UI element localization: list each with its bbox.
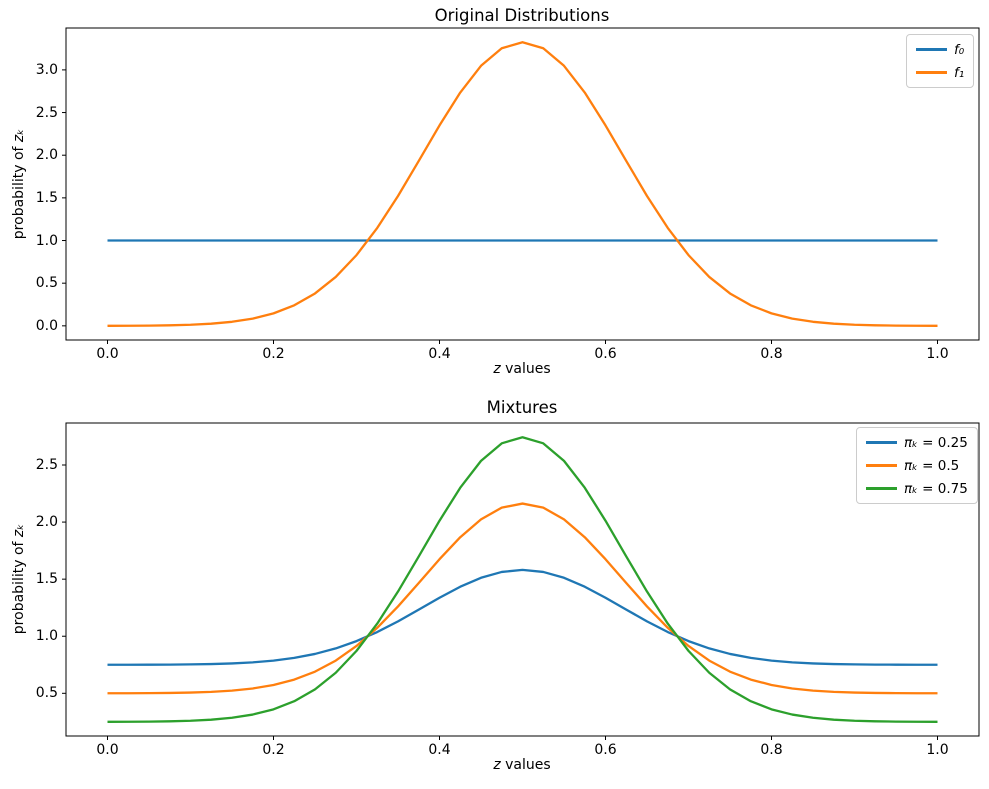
chart1-legend-label-var: f₀: [954, 41, 965, 58]
chart2-line-series-3: [107, 436, 938, 723]
chart1-legend-label: f₀: [954, 42, 964, 58]
chart2-title: Mixtures: [486, 398, 558, 417]
chart2-line-series-2: [107, 502, 938, 695]
chart2-x-tick-label: 0.6: [594, 742, 617, 758]
chart2-legend-item: πₖ = 0.75: [866, 479, 968, 498]
chart1-y-tick-label: 1.5: [35, 189, 58, 206]
chart1-line-series-2: [107, 41, 938, 327]
chart1-plot-background: [66, 28, 979, 340]
chart2-x-tick-label: 0.0: [96, 742, 119, 758]
chart1-x-axis-label-var: z: [493, 361, 501, 377]
chart1-legend-item: f₀: [916, 40, 964, 59]
chart2-x-axis-label-var: z: [493, 757, 501, 773]
chart1-x-tick-label: 0.2: [262, 346, 285, 362]
chart2-legend-label-var: πₖ: [904, 434, 918, 451]
chart2-y-tick-label: 2.5: [35, 457, 58, 473]
chart1-legend-item: f₁: [916, 63, 964, 82]
chart1-x-axis-label-rest: values: [500, 361, 551, 377]
chart2-y-axis-label: probability of zₖ: [11, 524, 27, 634]
chart2-legend-item: πₖ = 0.25: [866, 433, 968, 452]
chart2-legend-label-var: πₖ: [904, 480, 918, 497]
chart2-legend-line-swatch: [866, 464, 897, 467]
chart2-legend-label-rest: = 0.5: [917, 457, 960, 474]
chart2-x-axis-label: z values: [493, 757, 550, 773]
chart1-x-tick-label: 0.4: [428, 346, 451, 362]
chart2-legend: πₖ = 0.25 πₖ = 0.5 πₖ = 0.75: [856, 427, 978, 504]
chart1-legend-label: f₁: [954, 65, 964, 81]
chart1-title: Original Distributions: [434, 6, 610, 25]
chart2-y-tick-label: 1.0: [35, 628, 58, 645]
chart2-legend-label-var: πₖ: [904, 457, 918, 474]
chart1-y-axis-label-var: zₖ: [11, 128, 27, 143]
chart2-y-axis-label-prefix: probability of: [11, 537, 27, 635]
chart1-x-axis-label: z values: [493, 361, 550, 377]
chart2-plot-background: [66, 423, 979, 736]
chart1-y-tick-label: 1.0: [35, 232, 58, 249]
chart2-line-series-1: [107, 568, 938, 666]
chart1-x-tick-label: 0.8: [760, 346, 783, 362]
chart2-legend-label-rest: = 0.25: [917, 434, 968, 451]
chart1-legend-line-swatch: [916, 48, 947, 51]
chart1-axes-frame: [65, 27, 980, 341]
chart1-y-axis-label-prefix: probability of: [11, 142, 27, 240]
chart2-legend-line-swatch: [866, 441, 897, 444]
chart2-legend-label: πₖ = 0.5: [904, 458, 959, 474]
chart1-y-tick-label: 2.5: [35, 104, 58, 121]
chart2-y-tick-label: 2.0: [35, 514, 58, 531]
chart1-y-tick-label: 0.0: [35, 317, 58, 334]
chart2-x-tick-label: 1.0: [926, 742, 949, 758]
chart2-x-tick-label: 0.2: [262, 742, 285, 758]
chart1-legend: f₀ f₁: [906, 34, 975, 88]
chart2-legend-line-swatch: [866, 487, 897, 490]
chart1-y-tick-label: 3.0: [35, 61, 58, 78]
chart1-x-tick-label: 0.6: [594, 346, 617, 362]
chart1-x-tick-label: 1.0: [926, 346, 949, 362]
chart2-x-axis-label-rest: values: [500, 757, 551, 773]
chart2-legend-label-rest: = 0.75: [917, 480, 968, 497]
chart2-y-tick-label: 1.5: [35, 571, 58, 588]
chart1-y-tick-label: 0.5: [35, 275, 58, 292]
chart1-y-axis-label: probability of zₖ: [11, 129, 27, 239]
chart2-legend-label: πₖ = 0.75: [904, 481, 968, 497]
chart2-x-tick-label: 0.8: [760, 742, 783, 758]
chart2-y-axis-label-var: zₖ: [11, 523, 27, 538]
chart1-y-tick-label: 2.0: [35, 147, 58, 164]
chart2-legend-label: πₖ = 0.25: [904, 435, 968, 451]
chart2-y-tick-label: 0.5: [35, 685, 58, 702]
chart2-legend-item: πₖ = 0.5: [866, 456, 968, 475]
chart1-x-tick-label: 0.0: [96, 346, 119, 362]
chart1-legend-label-var: f₁: [954, 64, 965, 81]
chart2-x-tick-label: 0.4: [428, 742, 451, 758]
chart1-legend-line-swatch: [916, 71, 947, 74]
